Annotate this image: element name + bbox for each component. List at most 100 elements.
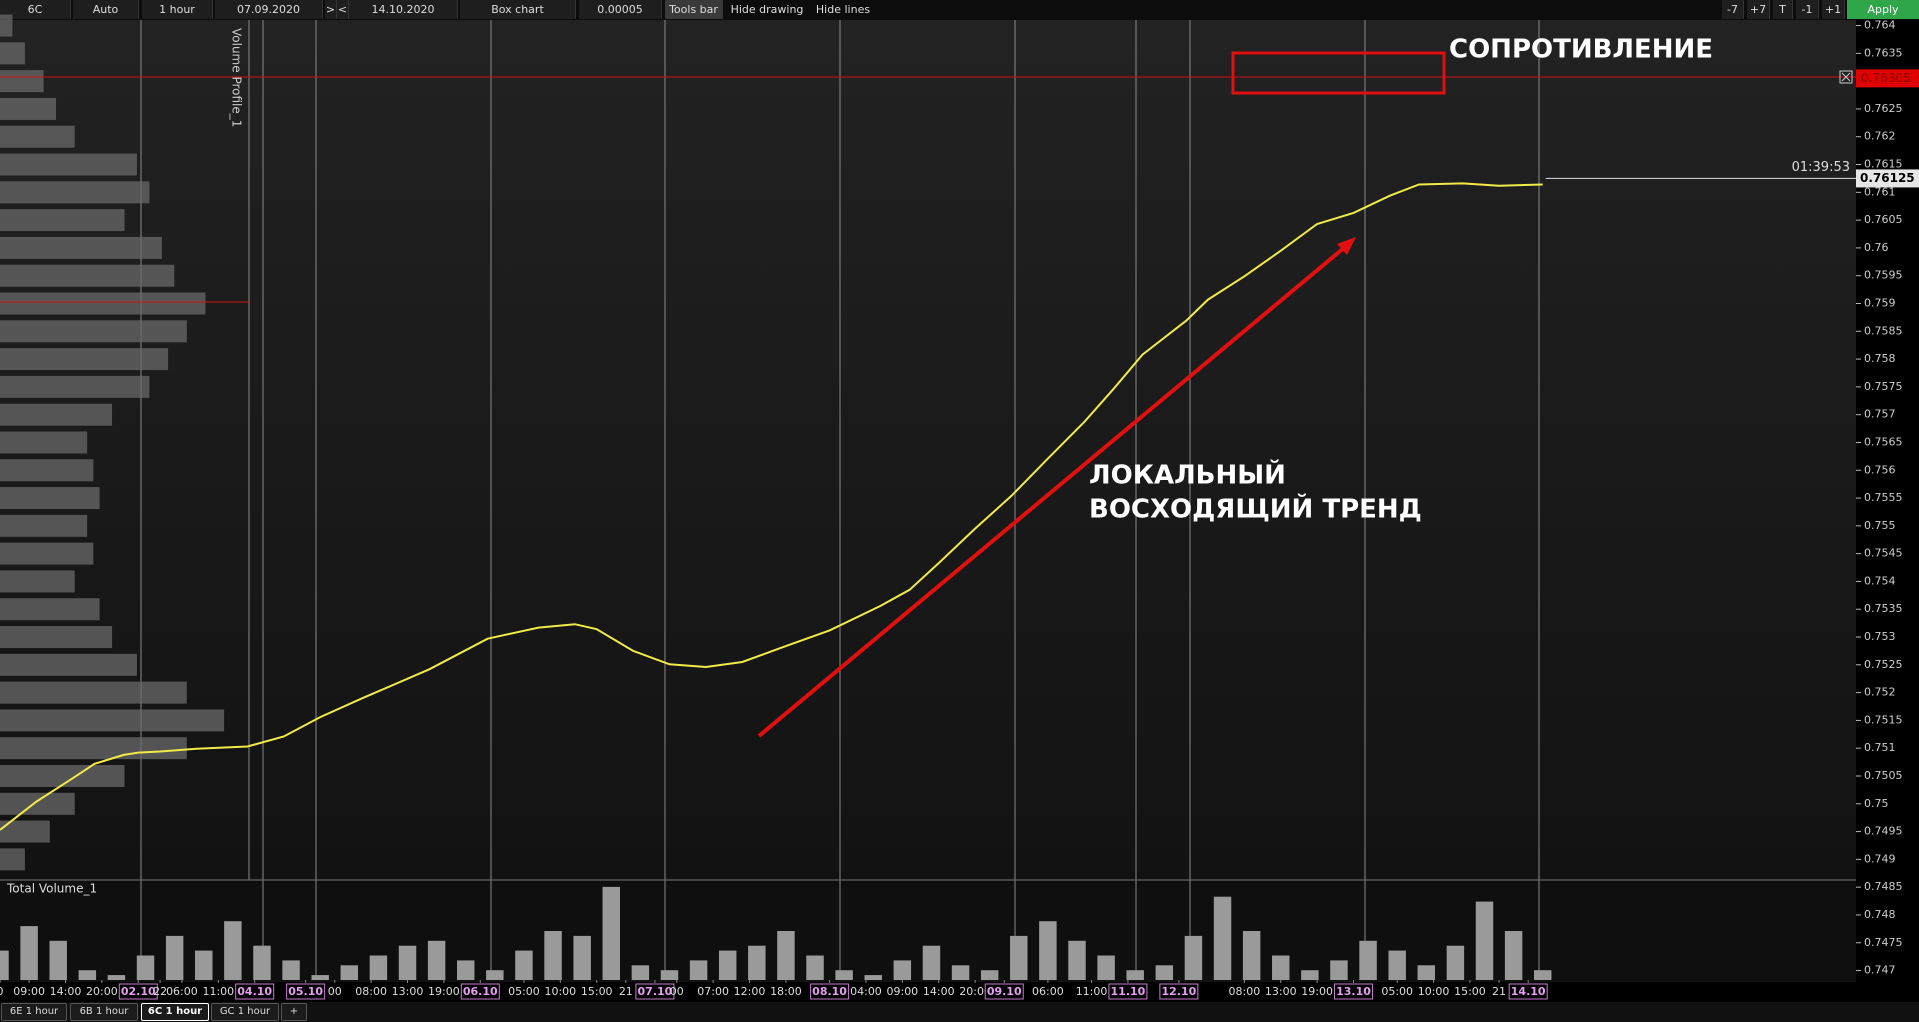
- volume-bar: [1126, 970, 1144, 980]
- resistance-price-box: [1856, 69, 1919, 88]
- volume-bar: [486, 970, 504, 980]
- add-tab[interactable]: +: [281, 1003, 307, 1021]
- date-from[interactable]: 07.09.2020: [215, 0, 323, 19]
- volume-bar: [136, 955, 155, 980]
- apply-button[interactable]: Apply: [1847, 0, 1919, 19]
- scale-select[interactable]: Auto: [73, 0, 139, 19]
- volume-bar: [0, 950, 9, 980]
- x-tick-label: 19:00: [1301, 985, 1333, 998]
- volume-bar: [20, 926, 38, 980]
- x-tick-label: 13:00: [392, 985, 424, 998]
- trend-arrow-head: [1337, 237, 1356, 255]
- profile-bar: [0, 236, 162, 259]
- profile-bar: [0, 209, 125, 232]
- shift-button[interactable]: -1: [1796, 0, 1819, 19]
- x-tick-label: 22: [153, 985, 167, 998]
- profile-bar: [0, 570, 75, 593]
- y-tick-label: 0.761: [1864, 185, 1896, 198]
- profile-bar: [0, 737, 187, 760]
- y-tick-label: 0.7605: [1864, 213, 1903, 226]
- resistance-box: [1231, 51, 1446, 95]
- chart-tab[interactable]: GC 1 hour: [211, 1003, 279, 1021]
- y-tick-label: 0.7565: [1864, 435, 1903, 448]
- y-tick-label: 0.752: [1864, 686, 1896, 699]
- shift-button[interactable]: +7: [1747, 0, 1770, 19]
- volume-bar: [427, 940, 446, 980]
- volume-bar: [689, 960, 708, 980]
- timeframe-select[interactable]: 1 hour: [142, 0, 213, 19]
- x-tick-label: 07:00: [697, 985, 729, 998]
- tick-size-input[interactable]: 0.00005: [579, 0, 662, 19]
- profile-bar: [0, 97, 57, 120]
- date-highlight: [1108, 983, 1148, 1000]
- volume-bar: [1272, 955, 1290, 980]
- volume-bar: [1533, 970, 1552, 980]
- shift-button[interactable]: -7: [1722, 0, 1744, 19]
- profile-bar: [0, 487, 100, 510]
- profile-bar: [0, 681, 187, 704]
- volume-bar: [311, 975, 329, 980]
- x-tick-label: 21: [1492, 985, 1506, 998]
- x-tick-label: 05:00: [1381, 985, 1413, 998]
- close-icon: [1841, 72, 1851, 82]
- volume-bar: [922, 945, 941, 980]
- volume-bar: [602, 886, 620, 980]
- x-tick-label: 11:00: [202, 985, 234, 998]
- x-tick-label: 11.10: [1111, 985, 1146, 998]
- chart-type-select[interactable]: Box chart: [460, 0, 576, 19]
- x-tick-label: 04.10: [237, 985, 272, 998]
- shift-button[interactable]: T: [1773, 0, 1793, 19]
- tools-bar-button[interactable]: Tools bar: [665, 0, 723, 19]
- volume-bar: [224, 921, 242, 980]
- volume-bar: [1097, 955, 1115, 980]
- date-to[interactable]: 14.10.2020: [349, 0, 458, 19]
- moving-average-line: [0, 182, 1543, 831]
- x-tick-label: 14:00: [923, 985, 955, 998]
- toolbar: 6C Auto 1 hour 07.09.2020 > < 14.10.2020…: [0, 0, 1919, 20]
- profile-bar: [0, 348, 169, 371]
- volume-bar: [1301, 970, 1319, 980]
- current-price-box: [1856, 169, 1919, 188]
- prev-button[interactable]: <: [337, 0, 349, 19]
- volume-bar: [748, 945, 766, 980]
- volume-bar: [718, 950, 737, 980]
- hide-lines-button[interactable]: Hide lines: [815, 3, 871, 16]
- date-highlight: [810, 983, 850, 1000]
- close-line-button[interactable]: [1839, 70, 1853, 84]
- chart-tab[interactable]: 6C 1 hour: [141, 1003, 209, 1021]
- profile-title: Volume Profile_1: [230, 28, 244, 127]
- volume-bar: [835, 970, 853, 980]
- session-lines: [140, 20, 1540, 980]
- volume-bar: [980, 970, 999, 980]
- profile-bar: [0, 181, 150, 204]
- date-highlight: [984, 983, 1024, 1000]
- volume-bar: [806, 955, 824, 980]
- x-tick-label: 09:00: [886, 985, 918, 998]
- profile-bar: [0, 598, 100, 621]
- volume-bar: [456, 960, 475, 980]
- hide-drawing-button[interactable]: Hide drawing: [730, 3, 804, 16]
- profile-bar: [0, 820, 50, 843]
- chart-tab[interactable]: 6B 1 hour: [70, 1003, 138, 1021]
- volume-bar: [951, 965, 970, 980]
- y-tick-label: 0.756: [1864, 463, 1896, 476]
- y-tick-label: 0.7545: [1864, 547, 1903, 560]
- date-highlight: [1334, 983, 1374, 1000]
- shift-button[interactable]: +1: [1822, 0, 1845, 19]
- x-tick-label: 10:00: [1418, 985, 1450, 998]
- x-tick-label: 05:00: [508, 985, 540, 998]
- volume-bar: [165, 935, 184, 980]
- x-tick-label: 07.10: [638, 985, 673, 998]
- profile-bar: [0, 14, 13, 37]
- profile-bar: [0, 403, 113, 426]
- y-tick-label: 0.7475: [1864, 936, 1903, 949]
- annotation: ЛОКАЛЬНЫЙ: [1089, 459, 1286, 491]
- symbol-select[interactable]: 6C: [0, 0, 71, 19]
- chart-tab[interactable]: 6E 1 hour: [1, 1003, 67, 1021]
- volume-bar: [515, 950, 533, 980]
- profile-bar: [0, 125, 75, 148]
- x-tick-label: 08.10: [812, 985, 847, 998]
- y-tick-label: 0.764: [1864, 19, 1896, 32]
- next-button[interactable]: >: [325, 0, 337, 19]
